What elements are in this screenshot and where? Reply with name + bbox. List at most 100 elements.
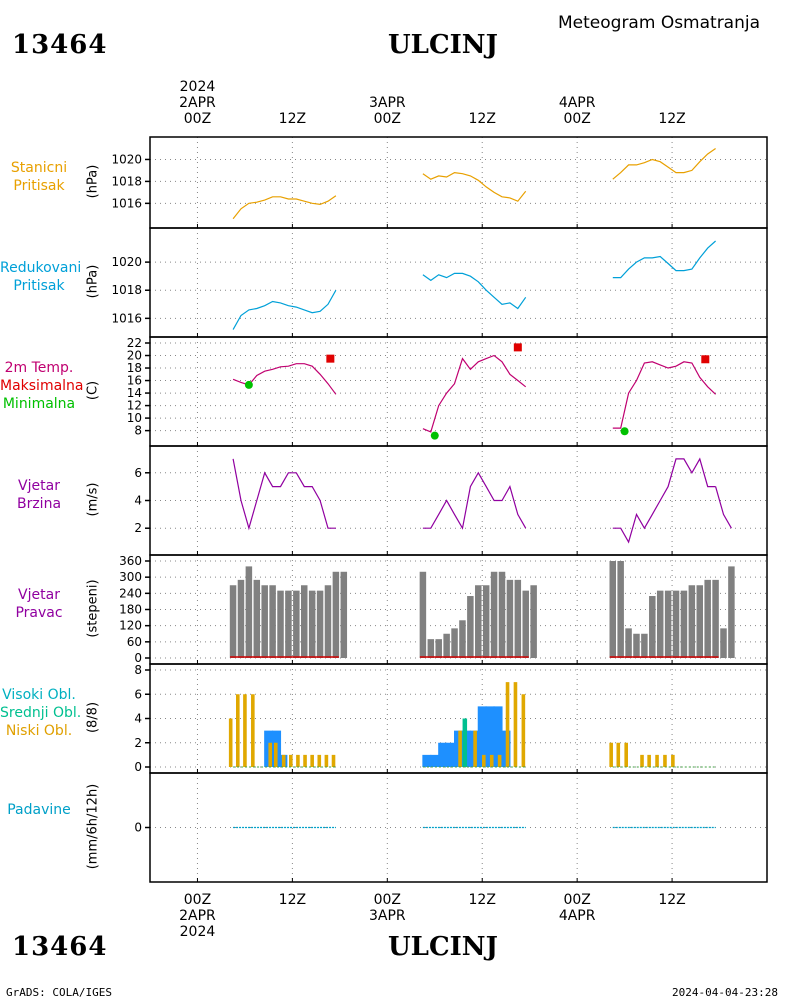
subtitle: Meteogram Osmatranja: [558, 13, 761, 33]
wind-dir-bar: [482, 585, 490, 658]
y-tick-label: 1018: [111, 283, 142, 297]
panel-label-line: Srednji Obl.: [0, 704, 82, 721]
time-label-line: 00Z: [183, 892, 212, 908]
low-cloud-bar: [273, 742, 278, 767]
low-cloud-bar: [624, 742, 628, 767]
y-tick-label: 300: [119, 570, 142, 584]
wind-dir-bar: [649, 596, 656, 658]
time-label-top: 3APR 00Z: [357, 79, 417, 127]
max-temp-marker: [326, 354, 335, 363]
series-line: [422, 354, 527, 433]
y-tick-label: 1016: [111, 311, 142, 325]
time-label-line: 4APR: [558, 908, 596, 924]
low-cloud-bar: [243, 694, 247, 767]
wind-dir-bar: [261, 585, 268, 658]
time-label-line: 2024: [179, 79, 216, 95]
wind-dir-bar: [293, 590, 300, 658]
max-temp-marker: [701, 355, 710, 364]
panel-label-line: Redukovani: [0, 259, 82, 276]
panel-label-p1: Stanicni Pritisak: [0, 159, 78, 195]
low-cloud-bar: [482, 754, 486, 767]
time-label-top: 4APR 00Z: [547, 79, 607, 127]
y-tick-label: 120: [119, 619, 142, 633]
low-cloud-bar: [331, 754, 336, 767]
wind-dir-bar: [609, 561, 616, 658]
time-label-line: [452, 908, 512, 924]
y-tick-label: 18: [127, 361, 142, 375]
series-line: [232, 458, 336, 531]
high-cloud-bar: [438, 742, 448, 767]
time-label-bottom: 12Z: [452, 892, 512, 940]
wind-dir-bar: [443, 633, 450, 658]
wind-dir-bar: [680, 590, 688, 658]
high-cloud-bar: [493, 706, 503, 767]
wind-dir-bar: [704, 579, 711, 658]
min-temp-marker: [244, 380, 253, 389]
wind-dir-bar: [641, 633, 648, 658]
wind-dir-bar: [530, 585, 537, 658]
time-label-line: 3APR: [368, 908, 406, 924]
panel-label-line: Stanicni: [10, 159, 68, 176]
y-tick-label: 1016: [111, 196, 142, 210]
time-label-line: 4APR: [558, 95, 596, 111]
wind-dir-bar: [475, 585, 482, 658]
y-tick-label: 14: [127, 386, 142, 400]
low-cloud-bar: [513, 682, 518, 767]
low-cloud-bar: [640, 754, 644, 767]
low-cloud-bar: [655, 754, 659, 767]
time-label-bottom: 00Z 4APR: [547, 892, 607, 940]
station-id-top: 13464: [12, 30, 108, 60]
y-tick-label: 0: [134, 821, 142, 835]
time-label-line: [547, 924, 607, 940]
wind-dir-bar: [522, 590, 529, 658]
footer-timestamp: 2024-04-04-23:28: [672, 986, 778, 999]
wind-dir-bar: [229, 585, 237, 658]
time-label-line: 2APR: [179, 908, 216, 924]
panel-label-line: Pravac: [15, 604, 63, 621]
y-tick-label: 0: [134, 651, 142, 665]
y-tick-label: 4: [134, 494, 142, 508]
wind-dir-bar: [340, 571, 348, 658]
mid-cloud-bar: [462, 718, 468, 767]
wind-dir-bar: [277, 590, 284, 658]
series-line: [232, 195, 337, 220]
low-cloud-bar: [505, 682, 510, 767]
low-cloud-bar: [281, 754, 286, 767]
series-line: [612, 457, 716, 544]
low-cloud-bar: [296, 754, 300, 767]
time-label-line: 12Z: [658, 111, 686, 127]
series-line: [612, 148, 716, 180]
low-cloud-bar: [317, 754, 322, 767]
y-tick-label: 2: [134, 736, 142, 750]
low-cloud-bar: [671, 754, 675, 767]
panel-ylabel-p7: (mm/6h/12h): [85, 783, 101, 869]
y-tick-label: 6: [134, 687, 142, 701]
low-cloud-bar: [251, 694, 255, 767]
wind-dir-bar: [308, 590, 316, 658]
panel-label-line: Vjetar: [18, 477, 60, 494]
panel-label-p5: Vjetar Pravac: [0, 586, 78, 622]
panel-frame: [149, 336, 768, 447]
wind-dir-bar: [253, 579, 261, 658]
time-label-top: 12Z: [262, 79, 322, 127]
footer-credit: GrADS: COLA/IGES: [6, 986, 112, 999]
series-line: [612, 240, 717, 279]
y-tick-label: 6: [134, 466, 142, 480]
panel-ylabel-p4: (m/s): [85, 482, 101, 516]
time-label-top: 2024 2APR 00Z: [167, 79, 227, 127]
wind-dir-bar: [514, 579, 522, 658]
low-cloud-bar: [497, 754, 502, 767]
panel-label-line: Vjetar: [18, 586, 60, 603]
panel-label-p2: Redukovani Pritisak: [0, 259, 82, 295]
min-temp-marker: [620, 427, 629, 436]
high-cloud-bar: [430, 754, 440, 767]
low-cloud-bar: [473, 730, 477, 767]
wind-dir-bar: [301, 585, 308, 658]
wind-dir-bar: [269, 585, 276, 658]
wind-dir-bar: [712, 579, 719, 658]
low-cloud-bar: [663, 754, 667, 767]
wind-dir-bar: [498, 571, 506, 658]
wind-dir-bar: [506, 579, 514, 658]
time-label-line: 12Z: [468, 111, 496, 127]
